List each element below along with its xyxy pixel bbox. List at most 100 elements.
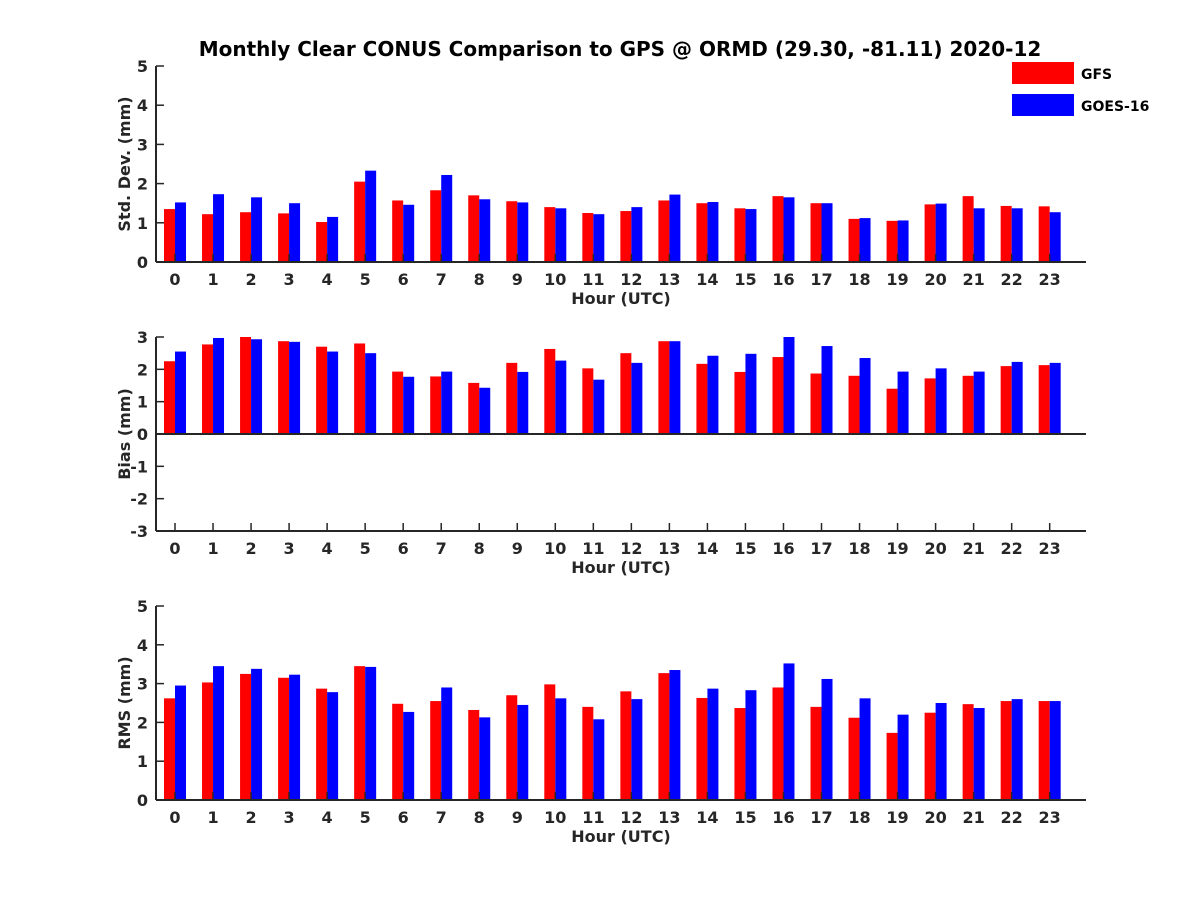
x-tick-label: 16 bbox=[772, 270, 794, 289]
bar-goes16-hour-18 bbox=[859, 358, 871, 434]
x-tick-label: 14 bbox=[696, 270, 718, 289]
bar-goes16-hour-5 bbox=[365, 170, 377, 262]
bar-goes16-hour-12 bbox=[631, 699, 643, 800]
y-axis-label: Std. Dev. (mm) bbox=[115, 96, 134, 231]
bar-goes16-hour-8 bbox=[479, 717, 491, 800]
x-tick-label: 2 bbox=[245, 808, 256, 827]
bar-goes16-hour-19 bbox=[897, 371, 909, 434]
bar-gfs-hour-18 bbox=[848, 717, 860, 800]
x-tick-label: 13 bbox=[658, 539, 680, 558]
legend: GFS GOES-16 bbox=[1012, 62, 1149, 116]
x-tick-label: 7 bbox=[436, 808, 447, 827]
bar-goes16-hour-18 bbox=[859, 698, 871, 800]
x-tick-label: 23 bbox=[1039, 539, 1061, 558]
bar-goes16-hour-15 bbox=[745, 690, 757, 800]
bar-gfs-hour-3 bbox=[278, 677, 290, 800]
x-tick-label: 8 bbox=[474, 808, 485, 827]
bar-gfs-hour-23 bbox=[1038, 206, 1050, 262]
bar-gfs-hour-22 bbox=[1000, 701, 1012, 800]
bar-goes16-hour-23 bbox=[1049, 362, 1061, 434]
y-tick-label: 3 bbox=[137, 135, 148, 154]
x-tick-label: 0 bbox=[169, 270, 180, 289]
y-tick-label: 2 bbox=[137, 360, 148, 379]
bar-goes16-hour-4 bbox=[327, 351, 339, 434]
x-tick-label: 9 bbox=[512, 270, 523, 289]
x-tick-label: 22 bbox=[1001, 270, 1023, 289]
bar-gfs-hour-17 bbox=[810, 203, 822, 262]
bar-goes16-hour-20 bbox=[935, 203, 947, 262]
bar-goes16-hour-17 bbox=[821, 346, 833, 434]
y-tick-label: 0 bbox=[137, 425, 148, 444]
x-tick-label: 1 bbox=[207, 539, 218, 558]
y-tick-label: 3 bbox=[137, 328, 148, 347]
bar-goes16-hour-6 bbox=[403, 204, 415, 262]
bar-gfs-hour-6 bbox=[392, 371, 404, 434]
bar-gfs-hour-10 bbox=[544, 348, 556, 434]
bar-gfs-hour-3 bbox=[278, 213, 290, 262]
bar-gfs-hour-16 bbox=[772, 196, 784, 262]
bar-gfs-hour-7 bbox=[430, 376, 442, 434]
x-tick-label: 0 bbox=[169, 539, 180, 558]
bar-gfs-hour-16 bbox=[772, 357, 784, 434]
bar-goes16-hour-10 bbox=[555, 360, 567, 434]
y-tick-label: -3 bbox=[130, 522, 148, 541]
bar-goes16-hour-15 bbox=[745, 353, 757, 434]
bar-gfs-hour-2 bbox=[240, 212, 252, 262]
bar-goes16-hour-0 bbox=[175, 202, 186, 262]
y-axis-label: RMS (mm) bbox=[115, 656, 134, 749]
y-axis-label: Bias (mm) bbox=[115, 388, 134, 480]
x-tick-label: 18 bbox=[848, 808, 870, 827]
x-tick-label: 10 bbox=[544, 808, 566, 827]
y-tick-label: 4 bbox=[137, 636, 148, 655]
x-tick-label: 2 bbox=[245, 539, 256, 558]
bar-gfs-hour-18 bbox=[848, 218, 860, 262]
y-tick-label: 5 bbox=[137, 57, 148, 76]
bar-gfs-hour-13 bbox=[658, 200, 670, 262]
legend-label-goes16: GOES-16 bbox=[1081, 99, 1149, 115]
x-tick-label: 6 bbox=[398, 808, 409, 827]
bar-gfs-hour-23 bbox=[1038, 701, 1050, 800]
x-tick-label: 19 bbox=[886, 270, 908, 289]
bar-goes16-hour-2 bbox=[251, 197, 263, 262]
x-axis-label: Hour (UTC) bbox=[571, 289, 671, 308]
bar-gfs-hour-11 bbox=[582, 368, 594, 434]
bar-goes16-hour-21 bbox=[973, 371, 985, 434]
bar-gfs-hour-10 bbox=[544, 684, 556, 800]
bar-goes16-hour-16 bbox=[783, 663, 795, 800]
bar-goes16-hour-5 bbox=[365, 666, 377, 800]
bar-gfs-hour-6 bbox=[392, 200, 404, 262]
bar-goes16-hour-11 bbox=[593, 214, 605, 262]
bar-goes16-hour-10 bbox=[555, 208, 567, 262]
bar-goes16-hour-9 bbox=[517, 371, 529, 434]
bar-goes16-hour-0 bbox=[175, 351, 186, 434]
bar-gfs-hour-6 bbox=[392, 703, 404, 800]
x-tick-label: 23 bbox=[1039, 270, 1061, 289]
bar-gfs-hour-20 bbox=[924, 712, 936, 800]
bar-gfs-hour-21 bbox=[962, 196, 974, 262]
bar-gfs-hour-12 bbox=[620, 211, 632, 262]
bar-gfs-hour-14 bbox=[696, 363, 708, 434]
bar-goes16-hour-19 bbox=[897, 220, 909, 262]
bar-gfs-hour-0 bbox=[164, 698, 175, 800]
bar-goes16-hour-22 bbox=[1011, 361, 1023, 434]
bar-goes16-hour-4 bbox=[327, 692, 339, 800]
x-tick-label: 17 bbox=[810, 808, 832, 827]
bar-gfs-hour-5 bbox=[354, 181, 366, 262]
bar-gfs-hour-12 bbox=[620, 691, 632, 800]
x-tick-label: 5 bbox=[360, 808, 371, 827]
x-tick-label: 19 bbox=[886, 808, 908, 827]
x-tick-label: 9 bbox=[512, 808, 523, 827]
x-tick-label: 13 bbox=[658, 270, 680, 289]
y-tick-label: -2 bbox=[130, 490, 148, 509]
bar-gfs-hour-4 bbox=[316, 222, 328, 262]
x-tick-label: 11 bbox=[582, 539, 604, 558]
x-tick-label: 8 bbox=[474, 270, 485, 289]
bar-goes16-hour-6 bbox=[403, 376, 415, 434]
y-tick-label: 5 bbox=[137, 597, 148, 616]
x-tick-label: 0 bbox=[169, 808, 180, 827]
bar-gfs-hour-7 bbox=[430, 190, 442, 262]
bar-goes16-hour-21 bbox=[973, 208, 985, 262]
bar-goes16-hour-2 bbox=[251, 668, 263, 800]
bar-goes16-hour-9 bbox=[517, 704, 529, 800]
